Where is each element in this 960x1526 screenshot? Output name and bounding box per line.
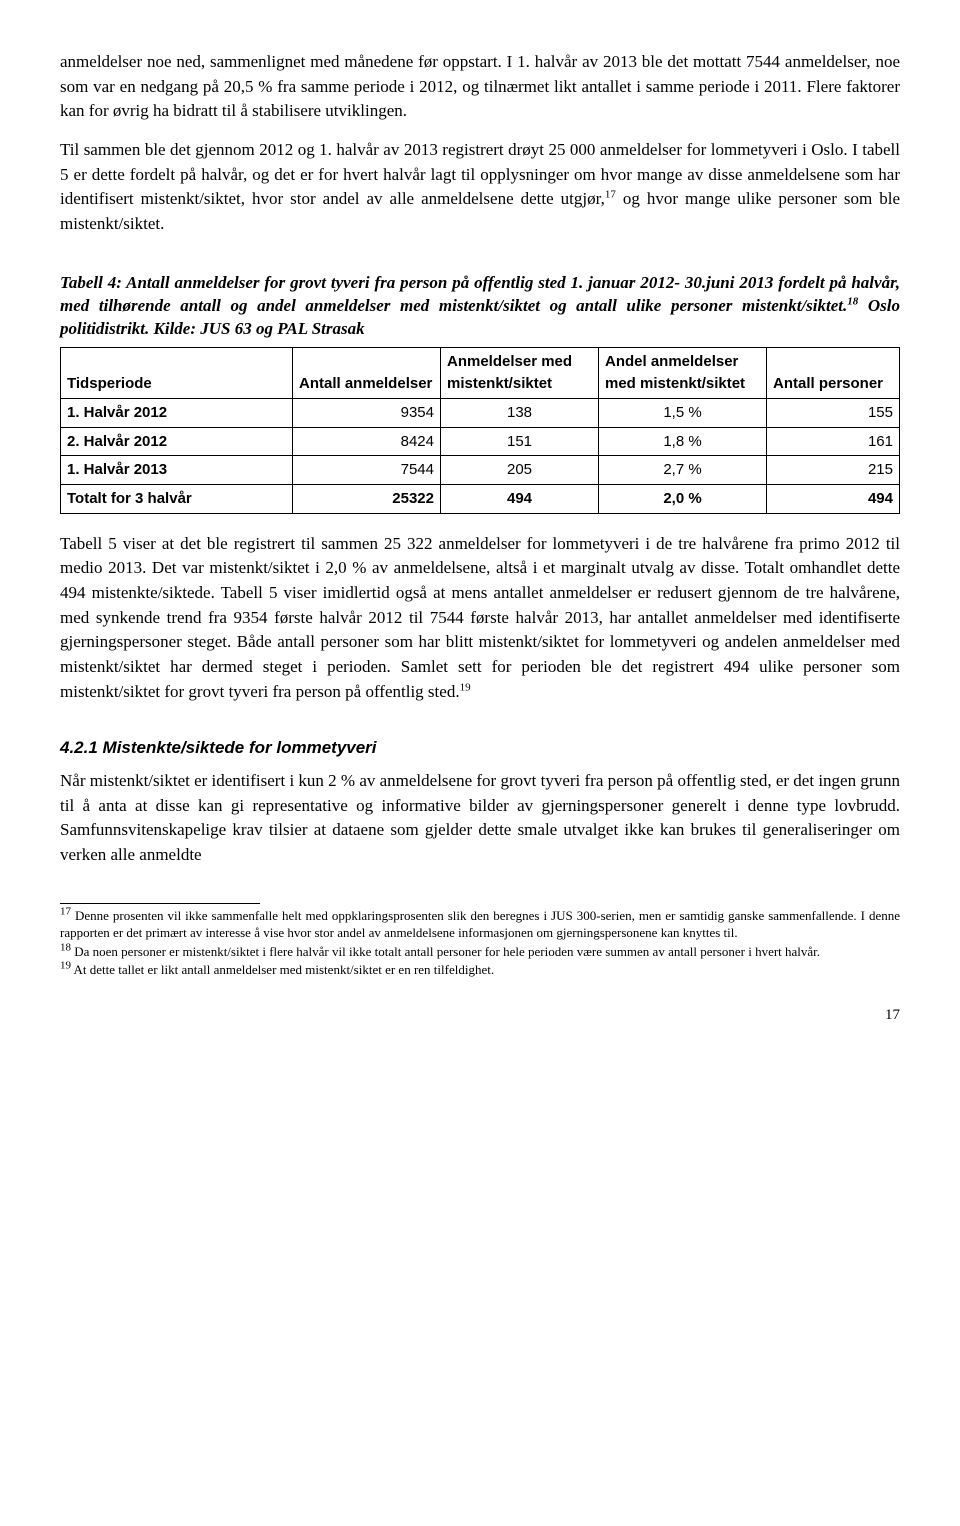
table-caption: Tabell 4: Antall anmeldelser for grovt t… <box>60 272 900 341</box>
footnote-separator <box>60 903 260 904</box>
cell-value: 494 <box>441 485 599 514</box>
footnote-number: 19 <box>60 960 71 972</box>
footnote: 19 At dette tallet er likt antall anmeld… <box>60 962 900 979</box>
cell-tidsperiode: 1. Halvår 2012 <box>61 398 293 427</box>
footnote-number: 18 <box>60 941 71 953</box>
cell-value: 161 <box>767 427 900 456</box>
cell-value: 1,8 % <box>599 427 767 456</box>
footnote: 17 Denne prosenten vil ikke sammenfalle … <box>60 908 900 941</box>
cell-value: 155 <box>767 398 900 427</box>
body-paragraph: Når mistenkt/siktet er identifisert i ku… <box>60 769 900 868</box>
footnote-text: At dette tallet er likt antall anmeldels… <box>71 962 494 977</box>
cell-value: 25322 <box>293 485 441 514</box>
caption-text: Tabell 4: Antall anmeldelser for grovt t… <box>60 273 900 315</box>
cell-value: 151 <box>441 427 599 456</box>
footnote-number: 17 <box>60 906 71 918</box>
body-paragraph: anmeldelser noe ned, sammenlignet med må… <box>60 50 900 124</box>
body-paragraph: Til sammen ble det gjennom 2012 og 1. ha… <box>60 138 900 237</box>
page-number: 17 <box>60 1005 900 1027</box>
cell-value: 205 <box>441 456 599 485</box>
col-header-antall-personer: Antall personer <box>767 348 900 399</box>
paragraph-text: Tabell 5 viser at det ble registrert til… <box>60 534 900 701</box>
cell-value: 1,5 % <box>599 398 767 427</box>
col-header-andel: Andel anmeldelser med mistenkt/siktet <box>599 348 767 399</box>
cell-tidsperiode: 2. Halvår 2012 <box>61 427 293 456</box>
footnote-marker: 17 <box>605 189 616 201</box>
cell-value: 2,0 % <box>599 485 767 514</box>
body-paragraph: Tabell 5 viser at det ble registrert til… <box>60 532 900 704</box>
table-header-row: Tidsperiode Antall anmeldelser Anmeldels… <box>61 348 900 399</box>
footnote-marker: 18 <box>847 296 858 308</box>
footnote: 18 Da noen personer er mistenkt/siktet i… <box>60 944 900 961</box>
cell-value: 138 <box>441 398 599 427</box>
col-header-tidsperiode: Tidsperiode <box>61 348 293 399</box>
footnote-marker: 19 <box>460 681 471 693</box>
col-header-anmeldelser-med: Anmeldelser med mistenkt/siktet <box>441 348 599 399</box>
cell-value: 2,7 % <box>599 456 767 485</box>
data-table: Tidsperiode Antall anmeldelser Anmeldels… <box>60 347 900 514</box>
table-row-total: Totalt for 3 halvår 25322 494 2,0 % 494 <box>61 485 900 514</box>
cell-tidsperiode: Totalt for 3 halvår <box>61 485 293 514</box>
footnote-text: Da noen personer er mistenkt/siktet i fl… <box>71 944 820 959</box>
cell-value: 494 <box>767 485 900 514</box>
footnote-text: Denne prosenten vil ikke sammenfalle hel… <box>60 908 900 940</box>
cell-tidsperiode: 1. Halvår 2013 <box>61 456 293 485</box>
section-heading: 4.2.1 Mistenkte/siktede for lommetyveri <box>60 736 900 761</box>
table-row: 1. Halvår 2013 7544 205 2,7 % 215 <box>61 456 900 485</box>
table-row: 1. Halvår 2012 9354 138 1,5 % 155 <box>61 398 900 427</box>
cell-value: 7544 <box>293 456 441 485</box>
col-header-antall-anmeldelser: Antall anmeldelser <box>293 348 441 399</box>
cell-value: 8424 <box>293 427 441 456</box>
table-row: 2. Halvår 2012 8424 151 1,8 % 161 <box>61 427 900 456</box>
cell-value: 9354 <box>293 398 441 427</box>
cell-value: 215 <box>767 456 900 485</box>
footnotes-block: 17 Denne prosenten vil ikke sammenfalle … <box>60 908 900 979</box>
